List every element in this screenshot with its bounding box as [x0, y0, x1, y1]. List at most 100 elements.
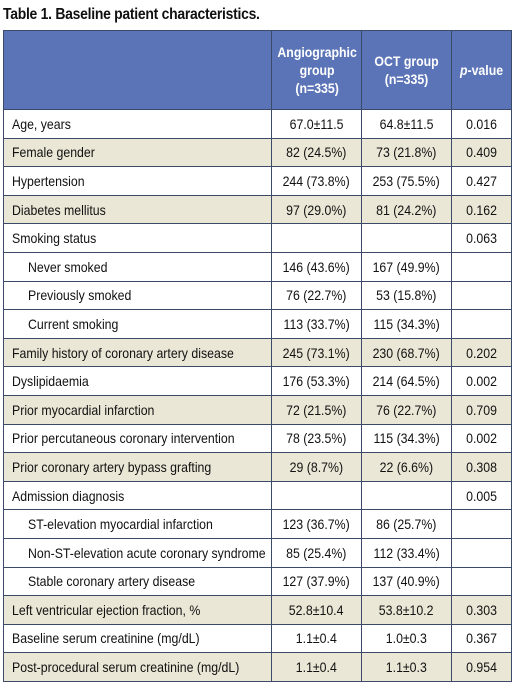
angiographic-value: 244 (73.8%) — [282, 172, 351, 189]
oct-value-cell: 1.0±0.3 — [361, 623, 452, 654]
p-value: 0.002 — [466, 373, 497, 390]
row-label: Hypertension — [12, 172, 85, 189]
table-row: Previously smoked 76 (22.7%) 53 (15.8%) — [3, 280, 512, 311]
angiographic-value-cell: 127 (37.9%) — [271, 566, 362, 597]
row-label: Prior coronary artery bypass grafting — [12, 458, 212, 475]
table-row: Left ventricular ejection fraction, % 52.… — [3, 595, 512, 625]
p-value-cell — [451, 509, 512, 539]
row-label: Non-ST-elevation acute coronary syndrome — [28, 544, 266, 561]
angiographic-value-cell: 67.0±11.5 — [271, 109, 362, 139]
row-label: Previously smoked — [28, 287, 132, 304]
row-label-cell: Left ventricular ejection fraction, % — [3, 595, 272, 625]
angiographic-value: 78 (23.5%) — [286, 430, 347, 447]
row-label: Never smoked — [28, 258, 108, 275]
baseline-characteristics-table: Angiographic group (n=335) OCT group (n=… — [3, 30, 512, 682]
angiographic-value: 123 (36.7%) — [282, 516, 351, 533]
row-label-cell: Smoking status — [3, 223, 272, 253]
p-value: 0.002 — [466, 430, 497, 447]
row-label-cell: Age, years — [3, 109, 272, 139]
oct-value: 22 (6.6%) — [379, 458, 434, 475]
header-angiographic-group: Angiographic group (n=335) — [271, 30, 362, 110]
row-label: Family history of coronary artery diseas… — [12, 344, 234, 361]
oct-value: 86 (25.7%) — [376, 516, 437, 533]
row-label-cell: Hypertension — [3, 166, 272, 196]
angiographic-value-cell: 82 (24.5%) — [271, 137, 362, 168]
oct-value: 253 (75.5%) — [372, 172, 441, 189]
oct-value-cell: 22 (6.6%) — [361, 452, 452, 482]
p-value: 0.367 — [466, 630, 497, 647]
angiographic-value: 1.1±0.4 — [295, 630, 338, 647]
angiographic-value-cell: 123 (36.7%) — [271, 509, 362, 539]
row-label: Admission diagnosis — [12, 487, 125, 504]
table-row: Prior coronary artery bypass grafting 29 … — [3, 452, 512, 482]
table-row: ST-elevation myocardial infarction 123 (3… — [3, 509, 512, 539]
p-value-cell: 0.303 — [451, 595, 512, 625]
row-label: Female gender — [12, 144, 95, 161]
table-row: Female gender 82 (24.5%) 73 (21.8%) 0.409 — [3, 137, 512, 168]
oct-value-cell: 1.1±0.3 — [361, 652, 452, 682]
p-value-cell: 0.409 — [451, 137, 512, 168]
p-value-cell — [451, 309, 512, 339]
oct-value: 137 (40.9%) — [372, 573, 441, 590]
row-label-cell: Previously smoked — [3, 280, 272, 311]
angiographic-value: 1.1±0.4 — [295, 659, 338, 676]
oct-value: 167 (49.9%) — [372, 258, 441, 275]
oct-value: 64.8±11.5 — [379, 115, 434, 132]
table-row: Family history of coronary artery diseas… — [3, 337, 512, 368]
oct-value: 115 (34.3%) — [373, 430, 440, 447]
angiographic-value: 72 (21.5%) — [286, 401, 347, 418]
oct-value-cell: 115 (34.3%) — [361, 309, 452, 339]
angiographic-value-cell: 52.8±10.4 — [271, 595, 362, 625]
header-p-italic: p — [459, 62, 468, 78]
table-row: Admission diagnosis 0.005 — [3, 480, 512, 511]
angiographic-value-cell: 1.1±0.4 — [271, 652, 362, 682]
table-row: Non-ST-elevation acute coronary syndrome… — [3, 537, 512, 568]
angiographic-value: 52.8±10.4 — [289, 601, 344, 618]
header-p-value: p-value — [451, 30, 512, 110]
angiographic-value-cell — [271, 223, 362, 253]
angiographic-value: 245 (73.1%) — [282, 344, 351, 361]
row-label: Smoking status — [12, 230, 97, 247]
p-value-cell: 0.427 — [451, 166, 512, 196]
angiographic-value: 176 (53.3%) — [282, 373, 351, 390]
oct-value-cell — [361, 480, 452, 511]
oct-value: 53 (15.8%) — [376, 287, 437, 304]
row-label-cell: Diabetes mellitus — [3, 194, 272, 225]
p-value: 0.016 — [466, 115, 497, 132]
row-label: Prior myocardial infarction — [12, 401, 155, 418]
table-row: Baseline serum creatinine (mg/dL) 1.1±0.4… — [3, 623, 512, 654]
p-value: 0.308 — [466, 458, 497, 475]
angiographic-value-cell: 97 (29.0%) — [271, 194, 362, 225]
angiographic-value: 127 (37.9%) — [282, 573, 351, 590]
oct-value-cell: 214 (64.5%) — [361, 366, 452, 396]
header-oct-line2: (n=335) — [384, 71, 429, 87]
row-label-cell: Prior coronary artery bypass grafting — [3, 452, 272, 482]
oct-value: 214 (64.5%) — [372, 373, 441, 390]
row-label: Current smoking — [28, 315, 119, 332]
row-label-cell: ST-elevation myocardial infarction — [3, 509, 272, 539]
p-value: 0.409 — [466, 144, 497, 161]
oct-value-cell: 81 (24.2%) — [361, 194, 452, 225]
p-value-cell: 0.002 — [451, 423, 512, 454]
row-label-cell: Stable coronary artery disease — [3, 566, 272, 597]
row-label-cell: Female gender — [3, 137, 272, 168]
header-angio-line2: group — [299, 62, 335, 78]
p-value-cell: 0.709 — [451, 394, 512, 425]
oct-value: 1.0±0.3 — [385, 630, 428, 647]
table-row: Dyslipidaemia 176 (53.3%) 214 (64.5%) 0.002 — [3, 366, 512, 396]
row-label-cell: Admission diagnosis — [3, 480, 272, 511]
oct-value: 73 (21.8%) — [376, 144, 437, 161]
row-label-cell: Baseline serum creatinine (mg/dL) — [3, 623, 272, 654]
p-value-cell: 0.954 — [451, 652, 512, 682]
angiographic-value-cell: 76 (22.7%) — [271, 280, 362, 311]
angiographic-value: 113 (33.7%) — [283, 315, 350, 332]
header-p-rest: -value — [467, 62, 504, 78]
angiographic-value-cell: 146 (43.6%) — [271, 251, 362, 282]
row-label: Baseline serum creatinine (mg/dL) — [12, 630, 200, 647]
angiographic-value-cell: 78 (23.5%) — [271, 423, 362, 454]
p-value-cell: 0.202 — [451, 337, 512, 368]
p-value-cell: 0.308 — [451, 452, 512, 482]
header-angio-line1: Angiographic — [277, 44, 357, 60]
oct-value-cell: 64.8±11.5 — [361, 109, 452, 139]
row-label: Dyslipidaemia — [12, 373, 89, 390]
